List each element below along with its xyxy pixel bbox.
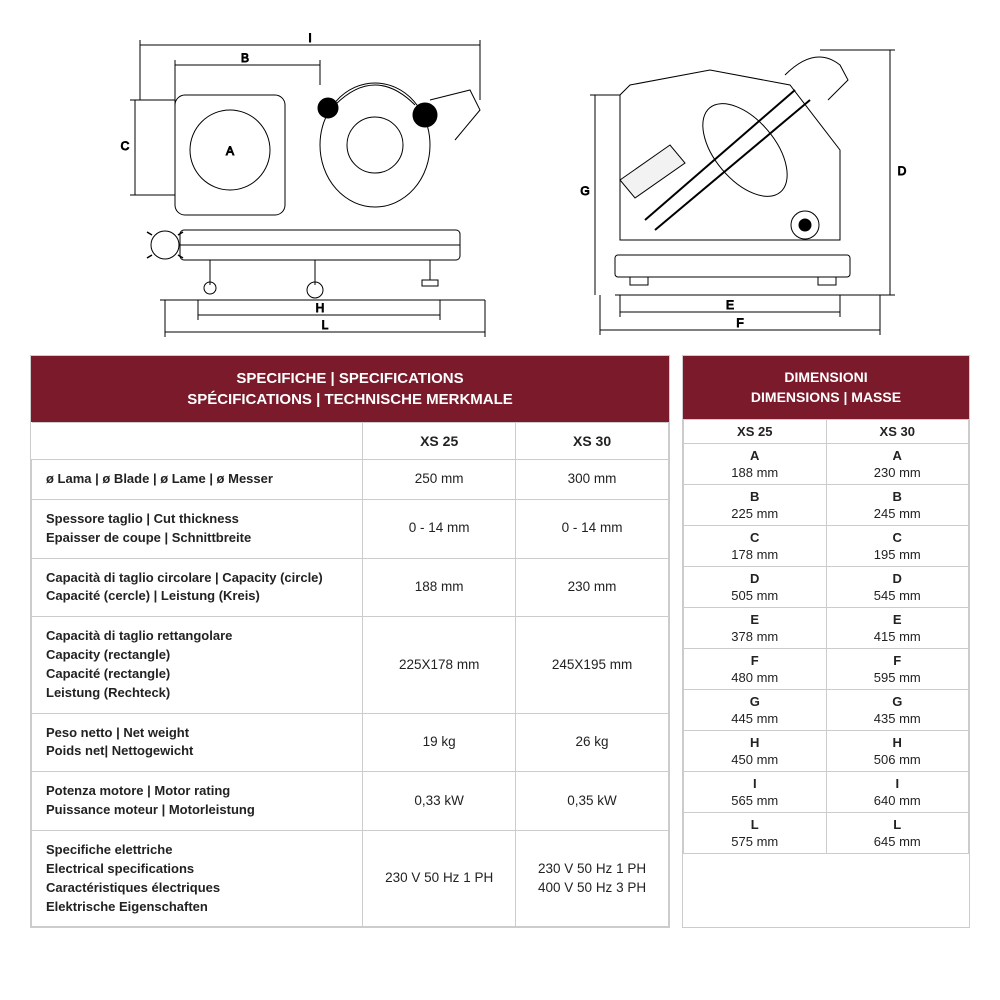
dim-label-H: H — [316, 301, 325, 315]
spec-value: 188 mm — [363, 558, 516, 617]
spec-col1: XS 25 — [363, 423, 516, 460]
dim-label-E: E — [726, 298, 734, 312]
dim-cell: F480 mm — [684, 649, 827, 690]
dim-label-B: B — [241, 51, 249, 65]
spec-label: Specifiche elettricheElectrical specific… — [32, 831, 363, 927]
dim-col-header-row: XS 25 XS 30 — [684, 420, 969, 444]
dim-cell: F595 mm — [826, 649, 969, 690]
dim-label-D: D — [898, 164, 907, 178]
spec-col-header-row: XS 25 XS 30 — [32, 423, 669, 460]
dim-col1: XS 25 — [684, 420, 827, 444]
spec-value: 230 V 50 Hz 1 PH — [363, 831, 516, 927]
table-row: ø Lama | ø Blade | ø Lame | ø Messer250 … — [32, 460, 669, 500]
table-row: F480 mmF595 mm — [684, 649, 969, 690]
dim-col2: XS 30 — [826, 420, 969, 444]
dim-label-F: F — [736, 316, 743, 330]
spec-header: SPECIFICHE | SPECIFICATIONS SPÉCIFICATIO… — [31, 356, 669, 422]
spec-col2: XS 30 — [516, 423, 669, 460]
dim-cell: G445 mm — [684, 690, 827, 731]
spec-value: 230 V 50 Hz 1 PH400 V 50 Hz 3 PH — [516, 831, 669, 927]
dimensions-table: DIMENSIONI DIMENSIONS | MASSE XS 25 XS 3… — [682, 355, 970, 928]
dim-cell: C178 mm — [684, 526, 827, 567]
technical-diagrams: I B C A — [30, 20, 970, 350]
table-row: I565 mmI640 mm — [684, 772, 969, 813]
spec-value: 19 kg — [363, 713, 516, 772]
dim-cell: D505 mm — [684, 567, 827, 608]
dim-cell: I565 mm — [684, 772, 827, 813]
spec-label: Spessore taglio | Cut thicknessEpaisser … — [32, 499, 363, 558]
spec-value: 0 - 14 mm — [516, 499, 669, 558]
spec-label: Capacità di taglio circolare | Capacity … — [32, 558, 363, 617]
table-row: D505 mmD545 mm — [684, 567, 969, 608]
spec-value: 230 mm — [516, 558, 669, 617]
front-view-diagram: I B C A — [80, 30, 510, 350]
dim-header-line1: DIMENSIONI — [784, 369, 867, 385]
spec-label: ø Lama | ø Blade | ø Lame | ø Messer — [32, 460, 363, 500]
table-row: Peso netto | Net weightPoids net| Nettog… — [32, 713, 669, 772]
table-row: Capacità di taglio rettangolareCapacity … — [32, 617, 669, 713]
spec-value: 0,33 kW — [363, 772, 516, 831]
table-row: Specifiche elettricheElectrical specific… — [32, 831, 669, 927]
dim-label-C: C — [121, 139, 130, 153]
side-view-diagram: D G — [560, 30, 920, 350]
dim-label-G: G — [580, 184, 589, 198]
dim-label-L: L — [322, 318, 329, 332]
spec-value: 0 - 14 mm — [363, 499, 516, 558]
dim-cell: L645 mm — [826, 813, 969, 854]
dim-cell: E415 mm — [826, 608, 969, 649]
dim-cell: H506 mm — [826, 731, 969, 772]
dim-cell: H450 mm — [684, 731, 827, 772]
dim-cell: E378 mm — [684, 608, 827, 649]
specifications-table: SPECIFICHE | SPECIFICATIONS SPÉCIFICATIO… — [30, 355, 670, 928]
dim-cell: A230 mm — [826, 444, 969, 485]
spec-label: Peso netto | Net weightPoids net| Nettog… — [32, 713, 363, 772]
table-row: H450 mmH506 mm — [684, 731, 969, 772]
table-row: E378 mmE415 mm — [684, 608, 969, 649]
dim-cell: L575 mm — [684, 813, 827, 854]
table-row: Potenza motore | Motor ratingPuissance m… — [32, 772, 669, 831]
dim-cell: B245 mm — [826, 485, 969, 526]
spec-value: 26 kg — [516, 713, 669, 772]
tables-container: SPECIFICHE | SPECIFICATIONS SPÉCIFICATIO… — [30, 355, 970, 928]
table-row: Capacità di taglio circolare | Capacity … — [32, 558, 669, 617]
dim-cell: B225 mm — [684, 485, 827, 526]
table-row: A188 mmA230 mm — [684, 444, 969, 485]
spec-value: 225X178 mm — [363, 617, 516, 713]
dim-header-line2: DIMENSIONS | MASSE — [751, 389, 901, 405]
dim-cell: A188 mm — [684, 444, 827, 485]
dim-cell: I640 mm — [826, 772, 969, 813]
table-row: Spessore taglio | Cut thicknessEpaisser … — [32, 499, 669, 558]
spec-value: 250 mm — [363, 460, 516, 500]
dim-cell: G435 mm — [826, 690, 969, 731]
spec-value: 0,35 kW — [516, 772, 669, 831]
spec-value: 245X195 mm — [516, 617, 669, 713]
spec-label: Potenza motore | Motor ratingPuissance m… — [32, 772, 363, 831]
spec-header-line1: SPECIFICHE | SPECIFICATIONS — [236, 370, 463, 387]
table-row: B225 mmB245 mm — [684, 485, 969, 526]
table-row: G445 mmG435 mm — [684, 690, 969, 731]
dim-label-I: I — [308, 31, 311, 45]
spec-header-line2: SPÉCIFICATIONS | TECHNISCHE MERKMALE — [187, 391, 513, 408]
dim-header: DIMENSIONI DIMENSIONS | MASSE — [683, 356, 969, 419]
dim-label-A: A — [226, 144, 234, 158]
spec-label: Capacità di taglio rettangolareCapacity … — [32, 617, 363, 713]
dim-cell: C195 mm — [826, 526, 969, 567]
dim-cell: D545 mm — [826, 567, 969, 608]
table-row: C178 mmC195 mm — [684, 526, 969, 567]
table-row: L575 mmL645 mm — [684, 813, 969, 854]
spec-value: 300 mm — [516, 460, 669, 500]
